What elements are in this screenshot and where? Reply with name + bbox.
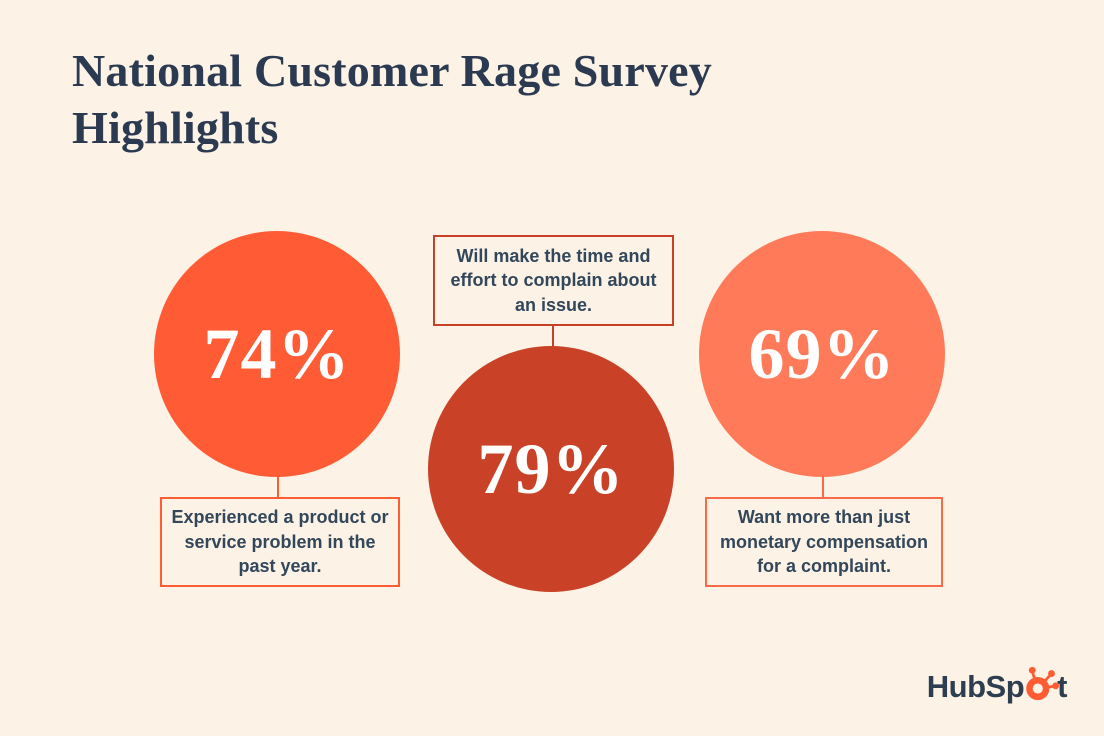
- stat-value: 79%: [477, 428, 625, 509]
- connector-line: [277, 477, 279, 498]
- stat-caption: Experienced a product or service problem…: [171, 507, 389, 577]
- stat-caption-box: Want more than just monetary compensatio…: [705, 497, 943, 587]
- stat-value: 74%: [203, 313, 351, 394]
- stat-value: 69%: [748, 313, 896, 394]
- stat-caption-box: Will make the time and effort to complai…: [433, 235, 674, 326]
- stat-caption-box: Experienced a product or service problem…: [160, 497, 400, 587]
- stat-circle-74: 74%: [154, 231, 400, 477]
- connector-line: [822, 477, 824, 498]
- stat-caption: Want more than just monetary compensatio…: [719, 507, 929, 577]
- stat-caption: Will make the time and effort to complai…: [450, 245, 657, 315]
- hubspot-sprocket-icon: [1026, 666, 1060, 701]
- logo-text-before: HubSp: [926, 669, 1025, 704]
- logo-text-after: t: [1057, 669, 1067, 704]
- stat-circle-69: 69%: [699, 231, 945, 477]
- hubspot-logo: HubSp t: [926, 666, 1067, 706]
- connector-line: [552, 325, 554, 347]
- stat-circle-79: 79%: [428, 346, 674, 592]
- page-title: National Customer Rage Survey Highlights: [72, 45, 712, 154]
